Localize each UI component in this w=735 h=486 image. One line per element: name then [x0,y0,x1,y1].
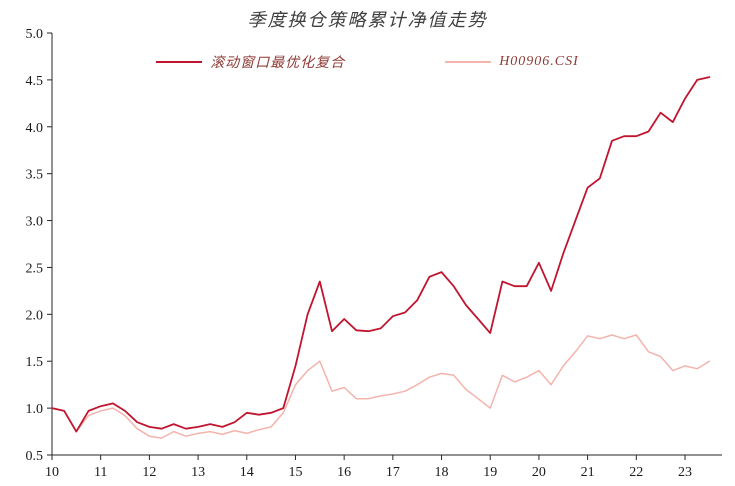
x-tick-label: 23 [678,465,692,480]
x-tick-label: 11 [94,465,107,480]
series-line-0 [51,76,711,433]
x-tick-label: 19 [483,465,497,480]
x-tick-label: 17 [386,465,400,480]
x-tick-label: 16 [337,465,351,480]
y-tick-label: 2.0 [26,308,44,323]
y-tick-label: 2.5 [26,261,44,276]
y-tick-label: 4.5 [26,74,44,89]
x-tick-label: 15 [288,465,302,480]
x-tick-label: 21 [581,465,595,480]
x-tick-label: 12 [142,465,156,480]
x-tick-label: 18 [435,465,449,480]
y-tick-label: 4.0 [26,121,44,136]
y-tick-label: 1.0 [26,402,44,417]
y-tick-label: 3.5 [26,168,44,183]
x-tick-label: 22 [629,465,643,480]
y-tick-label: 5.0 [26,27,44,42]
y-tick-label: 0.5 [26,449,44,464]
chart-title: 季度换仓策略累计净值走势 [247,10,488,30]
x-tick-label: 13 [191,465,205,480]
x-tick-label: 10 [45,465,59,480]
y-tick-label: 3.0 [26,215,44,230]
x-tick-label: 20 [532,465,546,480]
y-tick-label: 1.5 [26,355,44,370]
series-line-1 [51,334,711,439]
x-tick-label: 14 [240,465,254,480]
